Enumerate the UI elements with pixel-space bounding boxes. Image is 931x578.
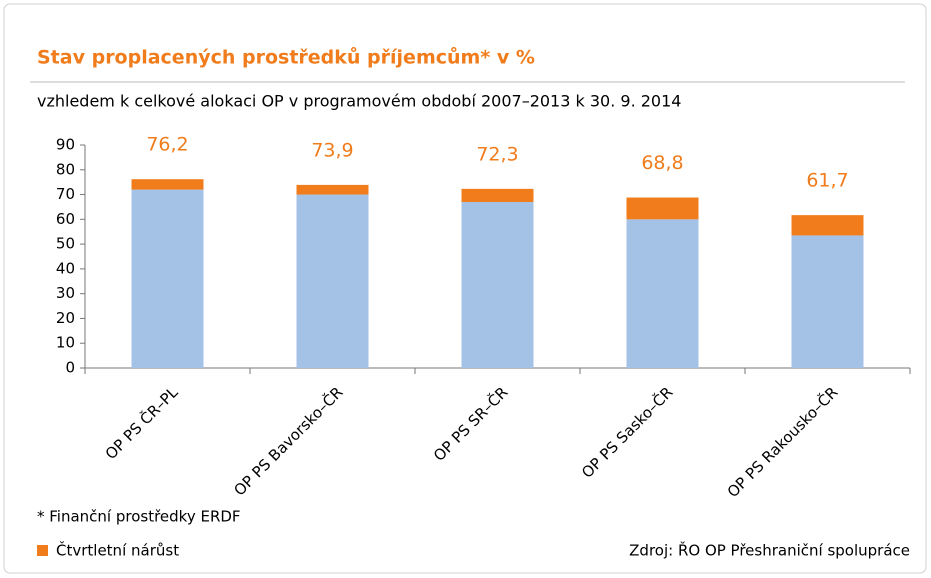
- value-label: 72,3: [476, 143, 518, 165]
- bar-segment: [626, 219, 699, 368]
- y-tick-label: 50: [56, 235, 75, 253]
- y-tick-label: 0: [65, 359, 75, 377]
- bar-segment: [296, 184, 369, 195]
- y-tick-label: 10: [56, 334, 75, 352]
- value-label: 68,8: [641, 152, 683, 174]
- legend-label: Čtvrtletní nárůst: [56, 541, 179, 560]
- legend-swatch: [37, 545, 48, 556]
- bar-segment: [461, 201, 534, 368]
- y-tick-label: 70: [56, 185, 75, 203]
- y-tick-label: 20: [56, 309, 75, 327]
- bar-segment: [791, 215, 864, 236]
- bar-segment: [296, 194, 369, 368]
- y-tick-label: 40: [56, 259, 75, 277]
- subtitle: vzhledem k celkové alokaci OP v programo…: [37, 92, 681, 111]
- y-tick-label: 30: [56, 284, 75, 302]
- y-tick-label: 90: [56, 136, 75, 154]
- y-tick-label: 60: [56, 210, 75, 228]
- bar-segment: [791, 235, 864, 368]
- note: * Finanční prostředky ERDF: [37, 508, 241, 526]
- value-label: 76,2: [146, 134, 188, 156]
- source: Zdroj: ŘO OP Přeshraniční spolupráce: [629, 541, 910, 560]
- value-label: 73,9: [311, 139, 353, 161]
- y-tick-label: 80: [56, 160, 75, 178]
- bar-segment: [131, 189, 204, 368]
- chart-title: Stav proplacených prostředků příjemcům* …: [37, 46, 535, 69]
- bar-segment: [626, 197, 699, 220]
- bar-segment: [131, 179, 204, 190]
- bar-segment: [461, 188, 534, 202]
- value-label: 61,7: [806, 170, 848, 192]
